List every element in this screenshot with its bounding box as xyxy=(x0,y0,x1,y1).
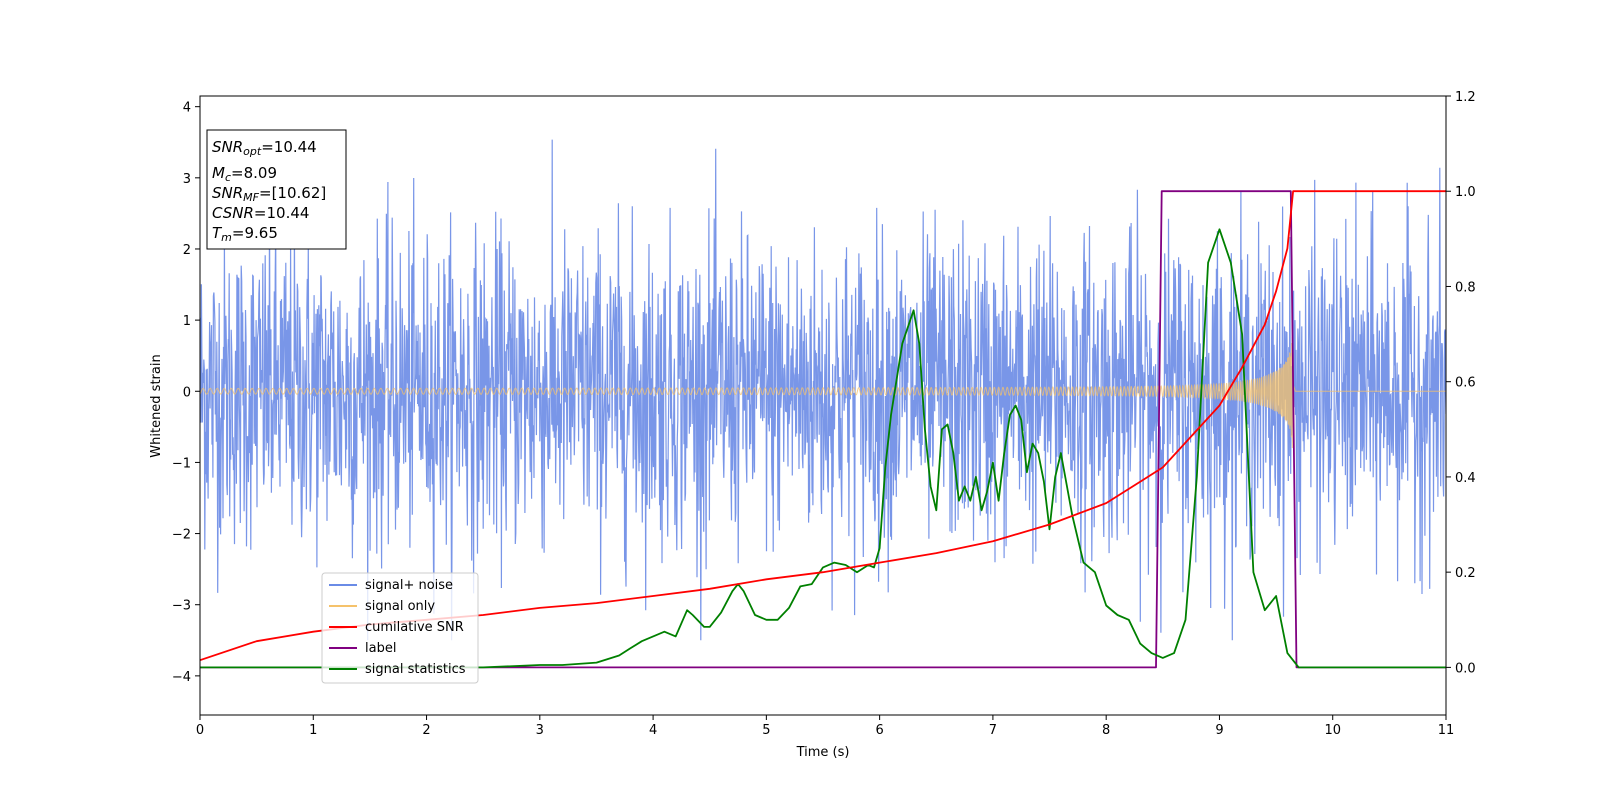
x-tick-label: 3 xyxy=(536,723,544,738)
info-tm: Tm=9.65 xyxy=(212,224,278,244)
x-axis: 0 1 2 3 4 5 6 7 8 9 10 11 xyxy=(196,715,1454,738)
legend-label: signal only xyxy=(365,599,435,614)
signal-only-line xyxy=(200,337,1446,448)
y-right-tick-label: 0.8 xyxy=(1455,280,1476,295)
legend-label: signal statistics xyxy=(365,662,466,677)
legend-label: signal+ noise xyxy=(365,578,453,593)
signal-plus-noise-line xyxy=(200,139,1446,641)
plot-area xyxy=(200,139,1446,669)
series-signal-only xyxy=(200,337,1446,448)
y-right-tick-label: 0.4 xyxy=(1455,471,1476,486)
y-left-tick-label: −3 xyxy=(172,599,191,614)
y-left-tick-label: 2 xyxy=(183,243,191,258)
y-left-tick-label: 1 xyxy=(183,314,191,329)
info-box: SNRopt=10.44 Mc=8.09 SNRMF=[10.62] CSNR=… xyxy=(206,129,347,250)
y-right-tick-label: 0.6 xyxy=(1455,376,1476,391)
y-left-tick-label: −1 xyxy=(172,456,191,471)
x-tick-label: 4 xyxy=(649,723,657,738)
x-tick-label: 10 xyxy=(1324,723,1341,738)
legend-label: cumilative SNR xyxy=(365,620,464,635)
y-axis-right: 0.0 0.2 0.4 0.6 0.8 1.0 1.2 xyxy=(1446,90,1476,676)
info-snr-opt: SNRopt=10.44 xyxy=(212,138,317,158)
x-tick-label: 1 xyxy=(309,723,317,738)
info-snr-mf: SNRMF=[10.62] xyxy=(212,184,326,204)
y-left-tick-label: 4 xyxy=(183,101,191,116)
x-tick-label: 5 xyxy=(762,723,770,738)
x-tick-label: 9 xyxy=(1215,723,1223,738)
x-axis-label: Time (s) xyxy=(796,745,850,760)
y-left-tick-label: −4 xyxy=(172,670,191,685)
y-left-tick-label: −2 xyxy=(172,528,191,543)
y-left-tick-label: 0 xyxy=(183,385,191,400)
legend: signal+ noise signal only cumilative SNR la… xyxy=(321,572,479,684)
y-left-tick-label: 3 xyxy=(183,172,191,187)
legend-label: label xyxy=(365,641,396,656)
y-axis-label: Whitened strain xyxy=(149,354,164,457)
x-tick-label: 7 xyxy=(989,723,997,738)
y-axis-left: −4 −3 −2 −1 0 1 2 3 4 xyxy=(172,101,200,685)
x-tick-label: 6 xyxy=(875,723,883,738)
axes-frame xyxy=(199,95,1447,716)
x-tick-label: 0 xyxy=(196,723,204,738)
y-right-tick-label: 1.2 xyxy=(1455,90,1476,105)
signal-statistics-line xyxy=(200,228,1446,669)
y-right-tick-label: 0.2 xyxy=(1455,566,1476,581)
info-mc: Mc=8.09 xyxy=(212,164,277,184)
y-right-tick-label: 1.0 xyxy=(1455,185,1476,200)
info-csnr: CSNR=10.44 xyxy=(212,204,309,222)
x-tick-label: 8 xyxy=(1102,723,1110,738)
series-signal-plus-noise xyxy=(200,139,1446,641)
x-tick-label: 11 xyxy=(1438,723,1455,738)
x-tick-label: 2 xyxy=(422,723,430,738)
y-right-tick-label: 0.0 xyxy=(1455,661,1476,676)
